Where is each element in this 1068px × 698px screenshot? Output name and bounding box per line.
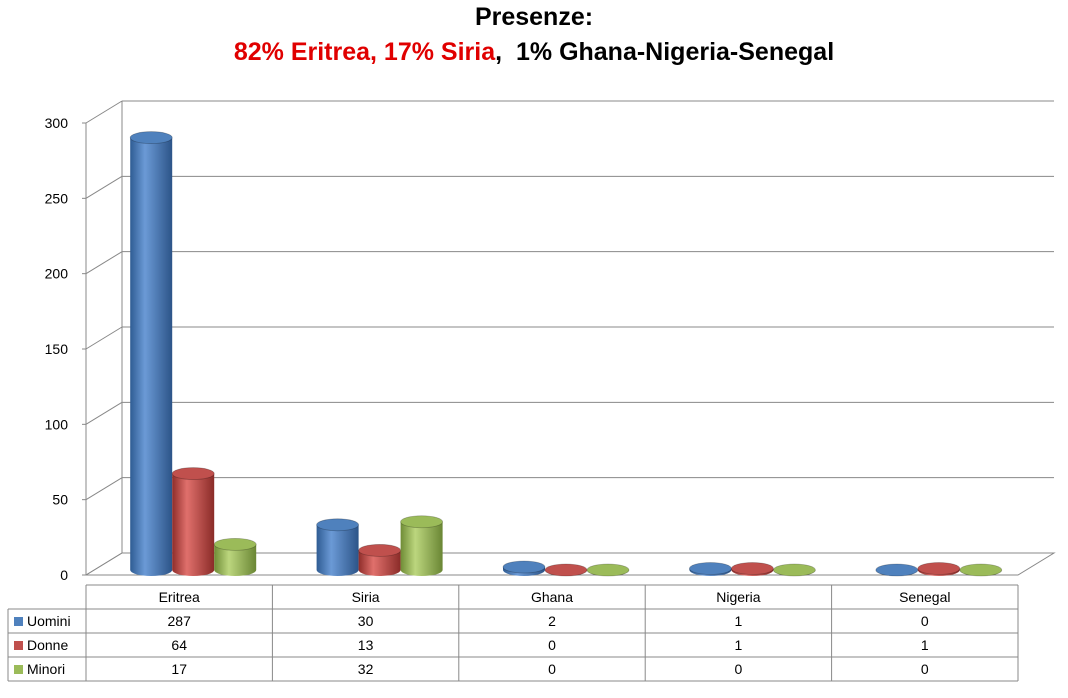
bar-top: [959, 563, 1003, 577]
data-label: 0: [921, 613, 929, 629]
bar-body: [358, 550, 401, 576]
gridline-side: [85, 251, 123, 275]
x-tick-label: Ghana: [531, 589, 573, 605]
bar-top: [400, 515, 444, 529]
gridline-side: [85, 401, 123, 425]
bar-top: [358, 544, 402, 557]
bar-uomini-nigeria: [689, 562, 732, 576]
bar-uomini-ghana: [502, 560, 546, 576]
y-tick-label: 0: [60, 567, 68, 583]
bar-top: [731, 562, 774, 575]
bar-donne-siria: [358, 544, 402, 576]
bar-uomini-senegal: [875, 563, 919, 577]
data-label: 64: [171, 637, 187, 653]
x-tick-label: Eritrea: [159, 589, 200, 605]
x-tick-label: Siria: [352, 589, 380, 605]
data-label: 17: [171, 661, 187, 677]
bar-top: [917, 562, 961, 575]
subtitle-highlight: 82% Eritrea, 17% Siria: [233, 38, 496, 66]
bar-top: [502, 560, 546, 574]
bar-body: [316, 524, 359, 576]
chart-title: Presenze:: [474, 3, 594, 31]
legend-key-donne: [14, 641, 23, 650]
bar-top: [773, 563, 816, 577]
bar-top: [213, 537, 257, 551]
gridline-side: [85, 326, 123, 350]
bar-donne-ghana: [544, 563, 588, 577]
data-label: 2: [548, 613, 556, 629]
data-label: 0: [548, 637, 556, 653]
subtitle-separator: ,: [495, 38, 503, 66]
data-label: 13: [358, 637, 374, 653]
bar-top: [875, 563, 919, 577]
bar-uomini-siria: [316, 518, 360, 576]
y-tick-label: 100: [45, 416, 69, 432]
legend-label: Minori: [27, 661, 65, 677]
data-label: 1: [735, 613, 743, 629]
bar-donne-eritrea: [171, 467, 215, 576]
bar-minori-nigeria: [773, 563, 816, 577]
bar-body: [130, 137, 173, 576]
bar-body: [214, 544, 257, 576]
gridline-side: [85, 175, 123, 199]
legend-key-uomini: [14, 617, 23, 626]
bar-body: [172, 473, 215, 576]
data-label: 287: [168, 613, 192, 629]
data-label: 0: [921, 661, 929, 677]
y-tick-label: 300: [45, 115, 69, 131]
chart-subtitle: 82% Eritrea, 17% Siria, 1% Ghana-Nigeria…: [0, 38, 1068, 67]
data-label: 1: [921, 637, 929, 653]
bar-uomini-eritrea: [129, 131, 173, 576]
bar-body: [400, 521, 443, 576]
gridline-side: [85, 100, 123, 124]
bar-top: [171, 467, 215, 480]
gridline-side: [85, 552, 123, 576]
bar-top: [689, 562, 732, 575]
bar-donne-nigeria: [731, 562, 774, 576]
data-label: 0: [735, 661, 743, 677]
data-label: 0: [548, 661, 556, 677]
bar-minori-ghana: [586, 563, 630, 577]
legend-label: Donne: [27, 637, 68, 653]
legend-key-minori: [14, 665, 23, 674]
legend-label: Uomini: [27, 613, 71, 629]
bar-minori-eritrea: [213, 537, 257, 576]
bar-top: [586, 563, 630, 577]
bar-donne-senegal: [917, 562, 961, 576]
bar-top: [544, 563, 588, 577]
y-tick-label: 50: [52, 492, 68, 508]
y-tick-label: 250: [45, 190, 69, 206]
bar-top: [129, 131, 173, 144]
x-tick-label: Nigeria: [716, 589, 761, 605]
bar-minori-senegal: [959, 563, 1003, 577]
bar-top: [316, 518, 360, 532]
y-tick-label: 200: [45, 266, 69, 282]
data-label: 1: [735, 637, 743, 653]
data-label: 32: [358, 661, 374, 677]
bar-minori-siria: [400, 515, 444, 576]
data-label: 30: [358, 613, 374, 629]
subtitle-rest: 1% Ghana-Nigeria-Senegal: [515, 38, 835, 66]
gridline-side: [85, 477, 123, 501]
x-tick-label: Senegal: [899, 589, 950, 605]
y-tick-label: 150: [45, 341, 69, 357]
